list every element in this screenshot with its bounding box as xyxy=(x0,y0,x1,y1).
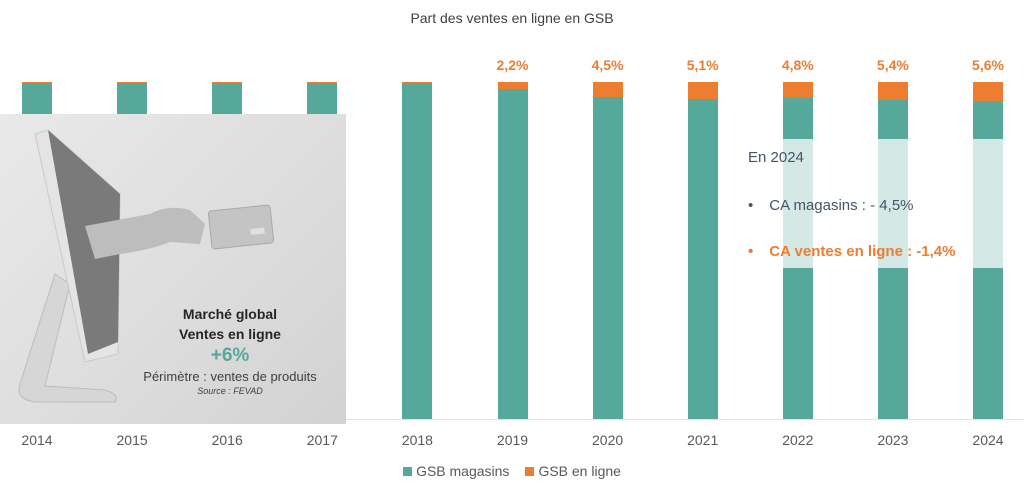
x-tick-label-2018: 2018 xyxy=(401,432,433,448)
data-label-2021: 5,1% xyxy=(686,57,719,73)
bar-segment-online xyxy=(117,82,148,83)
data-label-2024: 5,6% xyxy=(972,57,1004,73)
bar-2018 xyxy=(402,82,433,419)
x-tick-label-2014: 2014 xyxy=(21,432,53,448)
bullet-icon: • xyxy=(748,243,754,260)
chart-title: Part des ventes en ligne en GSB xyxy=(410,10,614,26)
panel-growth-value: +6% xyxy=(210,345,250,366)
bar-segment-online xyxy=(22,82,52,83)
panel-title-line2: Ventes en ligne xyxy=(179,326,281,342)
x-tick-label-2017: 2017 xyxy=(306,432,338,448)
bar-segment-online xyxy=(973,82,1003,101)
bar-segment-online xyxy=(212,82,243,83)
info-item-online-revenue: • CA ventes en ligne : -1,4% xyxy=(748,243,955,260)
bullet-icon: • xyxy=(748,197,754,214)
x-tick-label-2019: 2019 xyxy=(496,432,529,448)
bar-segment-online xyxy=(497,82,528,90)
bar-segment-store xyxy=(592,97,623,419)
data-label-2019: 2,2% xyxy=(496,57,529,73)
legend-swatch-store xyxy=(403,466,413,476)
online-shopping-image-panel: Marché global Ventes en ligne +6% Périmè… xyxy=(0,114,346,424)
data-label-2020: 4,5% xyxy=(591,57,624,73)
x-axis-line xyxy=(0,419,1024,420)
x-tick-label-2022: 2022 xyxy=(782,432,814,448)
data-label-2022: 4,8% xyxy=(781,57,814,73)
info-item-store-revenue: • CA magasins : - 4,5% xyxy=(748,197,914,214)
bar-segment-store xyxy=(402,82,433,419)
x-tick-label-2023: 2023 xyxy=(877,432,909,448)
bar-segment-online xyxy=(592,82,623,98)
online-revenue-text: CA ventes en ligne : -1,4% xyxy=(769,243,956,260)
x-tick-label-2016: 2016 xyxy=(211,432,243,448)
legend-swatch-online xyxy=(525,466,535,476)
data-label-2023: 5,4% xyxy=(876,57,909,73)
panel-text-block: Marché global Ventes en ligne +6% Périmè… xyxy=(110,304,346,398)
panel-title-line1: Marché global xyxy=(182,306,278,322)
bar-segment-online xyxy=(402,82,433,83)
legend-label-store: GSB magasins xyxy=(416,463,510,479)
panel-source: Source : FEVAD xyxy=(197,386,263,396)
store-revenue-text: CA magasins : - 4,5% xyxy=(769,197,914,214)
bar-segment-online xyxy=(782,82,813,99)
x-tick-label-2024: 2024 xyxy=(972,432,1004,448)
panel-scope: Périmètre : ventes de produits xyxy=(143,369,317,384)
bar-segment-store xyxy=(687,99,718,419)
bar-2020 xyxy=(592,82,623,419)
bar-segment-online xyxy=(307,82,338,83)
legend-label-online: GSB en ligne xyxy=(538,463,621,479)
info-box-2024: En 2024 • CA magasins : - 4,5% • CA vent… xyxy=(735,139,1024,268)
x-tick-label-2021: 2021 xyxy=(687,432,719,448)
monitor-hand-credit-card-icon xyxy=(18,129,275,403)
legend-item-store: GSB magasins xyxy=(403,463,509,479)
bar-segment-store xyxy=(497,89,528,419)
bar-2019 xyxy=(497,82,528,419)
legend-item-online: GSB en ligne xyxy=(525,463,621,479)
bar-segment-online xyxy=(687,82,718,100)
bar-segment-online xyxy=(877,82,908,101)
bar-2021 xyxy=(687,82,718,419)
info-heading: En 2024 xyxy=(748,149,804,166)
x-tick-label-2020: 2020 xyxy=(592,432,624,448)
x-tick-label-2015: 2015 xyxy=(116,432,148,448)
chart-legend: GSB magasins GSB en ligne xyxy=(0,463,1024,479)
